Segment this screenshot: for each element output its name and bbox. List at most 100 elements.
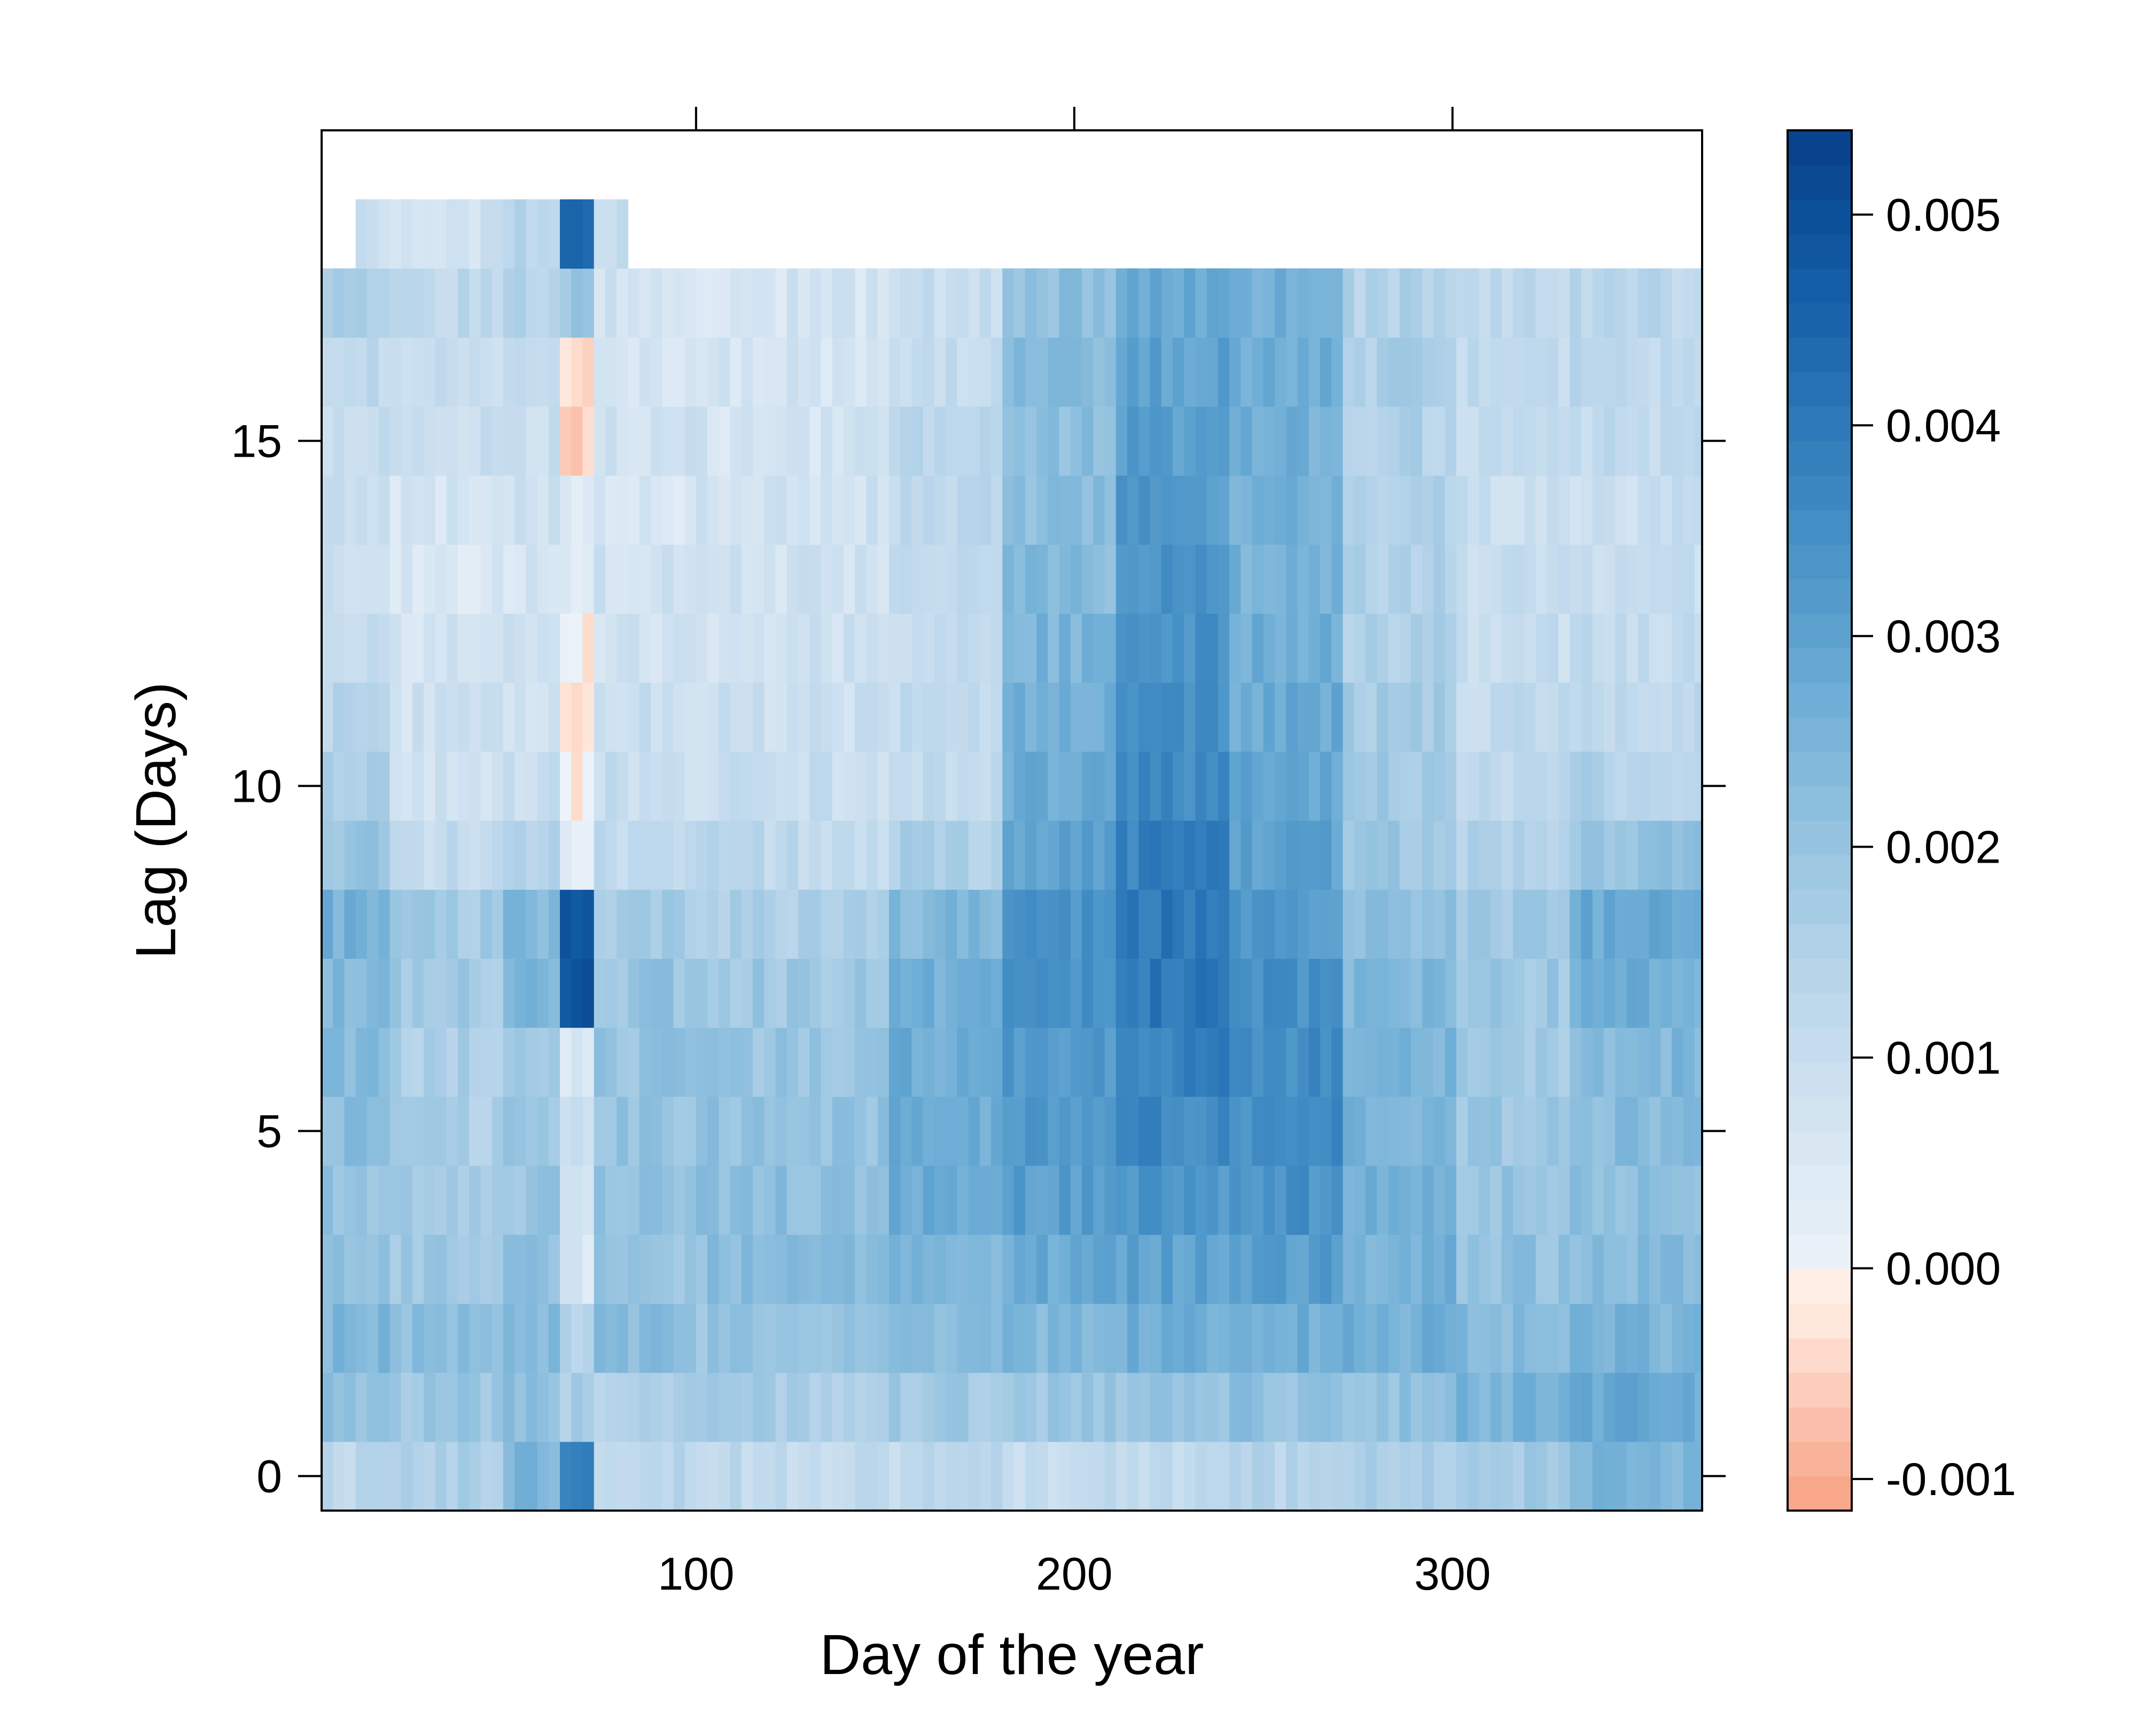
- heatmap-cell: [378, 475, 391, 545]
- heatmap-cell: [1456, 1303, 1468, 1373]
- heatmap-cell: [1081, 820, 1094, 890]
- heatmap-cell: [1490, 1372, 1502, 1442]
- heatmap-cell: [537, 337, 549, 407]
- heatmap-cell: [1377, 751, 1389, 821]
- heatmap-cell: [957, 337, 969, 407]
- heatmap-cell: [1343, 1234, 1355, 1304]
- heatmap-cell: [843, 1303, 855, 1373]
- heatmap-cell: [662, 1096, 674, 1166]
- heatmap-cell: [1615, 1027, 1627, 1097]
- heatmap-cell: [673, 268, 685, 338]
- heatmap-cell: [1297, 751, 1309, 821]
- heatmap-cell: [979, 1303, 992, 1373]
- heatmap-cell: [1660, 1027, 1672, 1097]
- heatmap-cell: [1592, 1303, 1604, 1373]
- heatmap-cell: [1036, 1441, 1048, 1511]
- heatmap-cell: [775, 1303, 787, 1373]
- heatmap-cell: [1535, 406, 1548, 476]
- heatmap-cell: [1581, 475, 1593, 545]
- heatmap-cell: [809, 268, 822, 338]
- heatmap-cell: [1184, 751, 1196, 821]
- heatmap-cell: [514, 1027, 526, 1097]
- heatmap-cell: [1570, 1096, 1582, 1166]
- heatmap-cell: [866, 751, 878, 821]
- heatmap-cell: [1081, 1027, 1094, 1097]
- heatmap-cell: [560, 1303, 572, 1373]
- heatmap-cell: [786, 544, 799, 614]
- heatmap-cell: [389, 199, 402, 269]
- heatmap-cell: [1229, 1166, 1241, 1235]
- heatmap-cell: [628, 1166, 640, 1235]
- heatmap-cell: [480, 406, 493, 476]
- heatmap-cell: [1241, 889, 1253, 959]
- heatmap-cell: [1649, 682, 1661, 752]
- heatmap-cell: [1218, 820, 1230, 890]
- heatmap-cell: [1456, 820, 1468, 890]
- heatmap-cell: [1558, 1234, 1570, 1304]
- heatmap-cell: [1547, 1441, 1559, 1511]
- heatmap-cell: [900, 268, 912, 338]
- heatmap-cell: [1308, 958, 1321, 1028]
- heatmap-cell: [401, 199, 413, 269]
- heatmap-cell: [1445, 820, 1457, 890]
- heatmap-cell: [492, 958, 504, 1028]
- heatmap-cell: [843, 820, 855, 890]
- heatmap-cell: [1161, 1372, 1173, 1442]
- heatmap-cell: [1218, 1166, 1230, 1235]
- heatmap-cell: [401, 751, 413, 821]
- heatmap-cell: [1694, 889, 1702, 959]
- heatmap-cell: [1025, 1441, 1037, 1511]
- heatmap-cell: [628, 1027, 640, 1097]
- heatmap-cell: [1445, 1372, 1457, 1442]
- heatmap-cell: [1479, 1166, 1491, 1235]
- heatmap-cell: [1286, 268, 1298, 338]
- heatmap-cell: [389, 544, 402, 614]
- heatmap-cell: [877, 475, 890, 545]
- heatmap-cell: [662, 1027, 674, 1097]
- heatmap-cell: [537, 1234, 549, 1304]
- heatmap-cell: [684, 613, 697, 683]
- heatmap-cell: [401, 406, 413, 476]
- heatmap-cell: [786, 1096, 799, 1166]
- heatmap-cell: [1649, 1027, 1661, 1097]
- heatmap-cell: [730, 1096, 742, 1166]
- heatmap-cell: [1263, 406, 1275, 476]
- heatmap-cell: [1410, 1096, 1423, 1166]
- x-axis-title: Day of the year: [820, 1623, 1204, 1686]
- heatmap-cell: [492, 682, 504, 752]
- heatmap-cell: [526, 682, 538, 752]
- heatmap-cell: [900, 1027, 912, 1097]
- heatmap-cell: [719, 682, 731, 752]
- heatmap-cell: [1172, 613, 1184, 683]
- heatmap-cell: [741, 1027, 753, 1097]
- heatmap-cell: [322, 682, 333, 752]
- heatmap-cell: [1660, 958, 1672, 1028]
- heatmap-cell: [344, 268, 356, 338]
- heatmap-cell: [1275, 544, 1286, 614]
- heatmap-cell: [968, 682, 980, 752]
- heatmap-cell: [1320, 337, 1332, 407]
- heatmap-cell: [673, 889, 685, 959]
- heatmap-cell: [1320, 613, 1332, 683]
- heatmap-cell: [1399, 406, 1411, 476]
- heatmap-cell: [594, 613, 606, 683]
- heatmap-cell: [1002, 613, 1015, 683]
- heatmap-cell: [877, 751, 890, 821]
- heatmap-cell: [401, 613, 413, 683]
- heatmap-cell: [1343, 1166, 1355, 1235]
- heatmap-cell: [333, 268, 345, 338]
- heatmap-cell: [1286, 751, 1298, 821]
- heatmap-cell: [1570, 475, 1582, 545]
- heatmap-cell: [1229, 682, 1241, 752]
- heatmap-cell: [1694, 1441, 1702, 1511]
- heatmap-cell: [412, 751, 424, 821]
- heatmap-cell: [798, 820, 810, 890]
- heatmap-cell: [888, 1027, 901, 1097]
- heatmap-cell: [1672, 1166, 1684, 1235]
- heatmap-cell: [1694, 613, 1702, 683]
- heatmap-cell: [1059, 751, 1071, 821]
- heatmap-cell: [1308, 751, 1321, 821]
- heatmap-cell: [1297, 406, 1309, 476]
- heatmap-cell: [548, 1166, 560, 1235]
- heatmap-cell: [1399, 1166, 1411, 1235]
